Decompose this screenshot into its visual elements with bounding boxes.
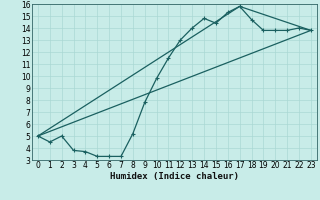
X-axis label: Humidex (Indice chaleur): Humidex (Indice chaleur) bbox=[110, 172, 239, 181]
